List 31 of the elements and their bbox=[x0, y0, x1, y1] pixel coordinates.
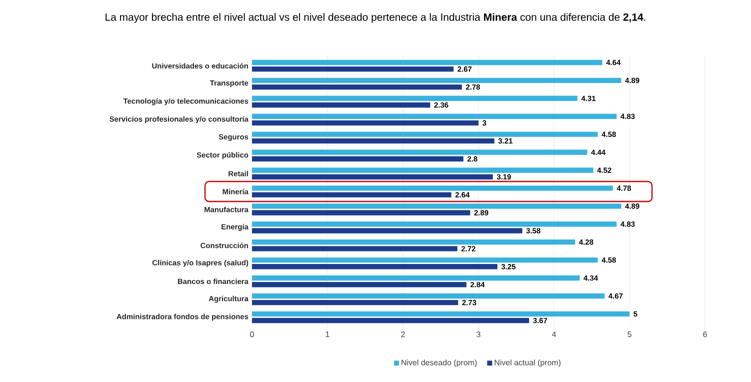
bar bbox=[252, 60, 602, 66]
bar bbox=[252, 222, 617, 227]
bar bbox=[252, 275, 580, 281]
bar bbox=[252, 311, 630, 317]
bar bbox=[252, 120, 479, 126]
chart-title: La mayor brecha entre el nivel actual vs el nivel deseado pertenece a la Industria Minera con una diferencia de 2,14. bbox=[106, 13, 646, 23]
bar bbox=[252, 300, 458, 306]
bar bbox=[252, 257, 598, 263]
bar bbox=[252, 66, 454, 72]
bar bbox=[252, 186, 613, 191]
bar bbox=[252, 318, 530, 324]
bar bbox=[252, 102, 430, 108]
bar bbox=[252, 78, 622, 84]
bar bbox=[252, 228, 522, 234]
bar bbox=[252, 138, 494, 144]
bar bbox=[252, 150, 588, 155]
bar bbox=[252, 96, 578, 101]
bar bbox=[252, 168, 594, 173]
bar bbox=[252, 282, 466, 288]
bar bbox=[252, 192, 452, 198]
bar bbox=[252, 264, 498, 270]
bar bbox=[252, 204, 622, 209]
bar bbox=[252, 156, 464, 162]
bar bbox=[252, 246, 458, 252]
bar bbox=[252, 114, 617, 119]
bar bbox=[252, 210, 470, 216]
bar bbox=[252, 84, 462, 90]
bar bbox=[252, 174, 493, 180]
bar bbox=[252, 239, 576, 245]
bar bbox=[252, 293, 605, 299]
bar bbox=[252, 132, 598, 137]
